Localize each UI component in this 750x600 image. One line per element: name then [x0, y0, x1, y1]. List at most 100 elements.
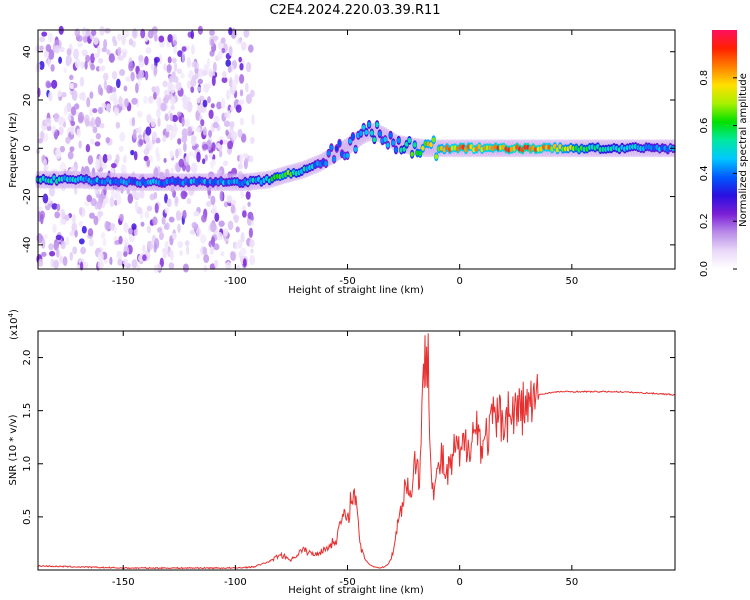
noise-speckle: [169, 112, 173, 122]
noise-speckle: [191, 136, 197, 147]
noise-speckle: [190, 86, 195, 94]
noise-speckle: [242, 210, 247, 218]
spectrogram-y-axis-label: Frequency (Hz): [8, 112, 19, 188]
colorbar-label: Normalized spectral amplitude: [738, 73, 749, 227]
noise-speckle: [117, 258, 123, 266]
noise-speckle: [48, 243, 54, 251]
snr-x-ticks: -150 -100 -50 0 50: [112, 331, 578, 588]
noise-speckle: [196, 253, 200, 260]
noise-speckle: [182, 100, 189, 110]
noise-speckle: [178, 158, 185, 168]
noise-speckle: [250, 137, 255, 145]
noise-speckle: [190, 44, 195, 55]
noise-speckle: [202, 126, 207, 136]
noise-speckle: [210, 221, 217, 233]
noise-speckle: [99, 87, 104, 97]
noise-speckle: [245, 93, 252, 105]
colorbar-gradient: [712, 30, 737, 269]
noise-speckle: [84, 201, 90, 207]
noise-speckle: [63, 67, 67, 74]
noise-speckle: [128, 227, 133, 235]
noise-speckle: [53, 112, 60, 123]
noise-speckle: [240, 41, 247, 51]
spectrogram-frame: [37, 29, 676, 270]
noise-speckle: [146, 158, 151, 168]
noise-speckle: [230, 204, 236, 214]
noise-speckle: [69, 82, 74, 90]
noise-speckle: [112, 94, 117, 106]
noise-speckle: [99, 26, 105, 36]
noise-speckle: [116, 250, 123, 260]
noise-speckle: [86, 194, 93, 203]
noise-speckle: [223, 201, 229, 208]
noise-speckle: [163, 63, 167, 71]
noise-speckle: [225, 59, 232, 67]
noise-speckle: [128, 61, 134, 72]
noise-speckle: [45, 80, 51, 89]
noise-speckle: [123, 251, 128, 258]
noise-speckle: [158, 35, 165, 43]
noise-speckle: [187, 126, 193, 137]
ridge-core: [332, 156, 336, 162]
noise-speckle: [202, 99, 208, 108]
noise-speckle: [109, 256, 113, 266]
noise-speckle: [164, 222, 170, 231]
noise-speckle: [53, 240, 59, 251]
noise-speckle: [156, 108, 161, 118]
noise-speckle: [250, 248, 254, 254]
noise-speckle: [102, 153, 108, 164]
noise-speckle: [54, 44, 60, 54]
noise-speckle: [134, 200, 139, 212]
ridge-core: [418, 150, 423, 156]
noise-speckle: [190, 30, 195, 40]
noise-speckle: [249, 239, 255, 248]
noise-speckle: [180, 190, 187, 200]
noise-speckle: [213, 243, 220, 251]
noise-speckle: [196, 86, 202, 92]
noise-speckle: [85, 54, 91, 63]
noise-speckle: [150, 118, 156, 128]
colorbar-tick-label: 0.0: [699, 261, 710, 277]
noise-speckle: [145, 126, 152, 136]
noise-speckle: [38, 258, 44, 267]
noise-speckle: [78, 238, 85, 245]
x-tick-label: 50: [565, 276, 578, 287]
x-tick-label: -50: [339, 276, 355, 287]
ridge-core: [383, 136, 388, 143]
noise-speckle: [100, 232, 106, 239]
noise-speckle: [149, 155, 153, 163]
noise-speckle: [214, 212, 220, 222]
noise-speckle: [104, 220, 110, 231]
noise-speckle: [45, 117, 52, 127]
noise-speckle: [65, 214, 70, 222]
ridge-core: [394, 147, 398, 153]
noise-speckle: [79, 76, 85, 87]
noise-speckle: [160, 102, 167, 112]
noise-speckle: [41, 251, 47, 257]
noise-speckle: [247, 201, 251, 207]
noise-speckle: [56, 203, 61, 212]
noise-speckle: [181, 46, 187, 52]
noise-speckle: [116, 194, 122, 206]
noise-speckle: [201, 214, 207, 223]
ridge-core: [348, 138, 353, 144]
noise-speckle: [228, 27, 233, 36]
noise-speckle: [214, 259, 219, 268]
noise-speckle: [221, 76, 228, 84]
noise-speckle: [185, 164, 191, 173]
noise-speckle: [137, 110, 143, 118]
spectrogram-panel: -150 -100 -50 0 50 -40 -20 0 20 40 Height of str…: [8, 25, 677, 296]
noise-speckle: [170, 97, 176, 105]
noise-speckle: [140, 221, 145, 227]
noise-speckle: [203, 64, 209, 72]
noise-speckle: [226, 195, 233, 204]
noise-speckle: [162, 80, 168, 88]
noise-speckle: [163, 89, 170, 97]
noise-speckle: [247, 44, 254, 53]
noise-speckle: [86, 97, 91, 108]
noise-speckle: [147, 29, 154, 39]
noise-speckle: [87, 228, 94, 237]
noise-speckle: [123, 222, 129, 233]
noise-speckle: [89, 212, 95, 219]
